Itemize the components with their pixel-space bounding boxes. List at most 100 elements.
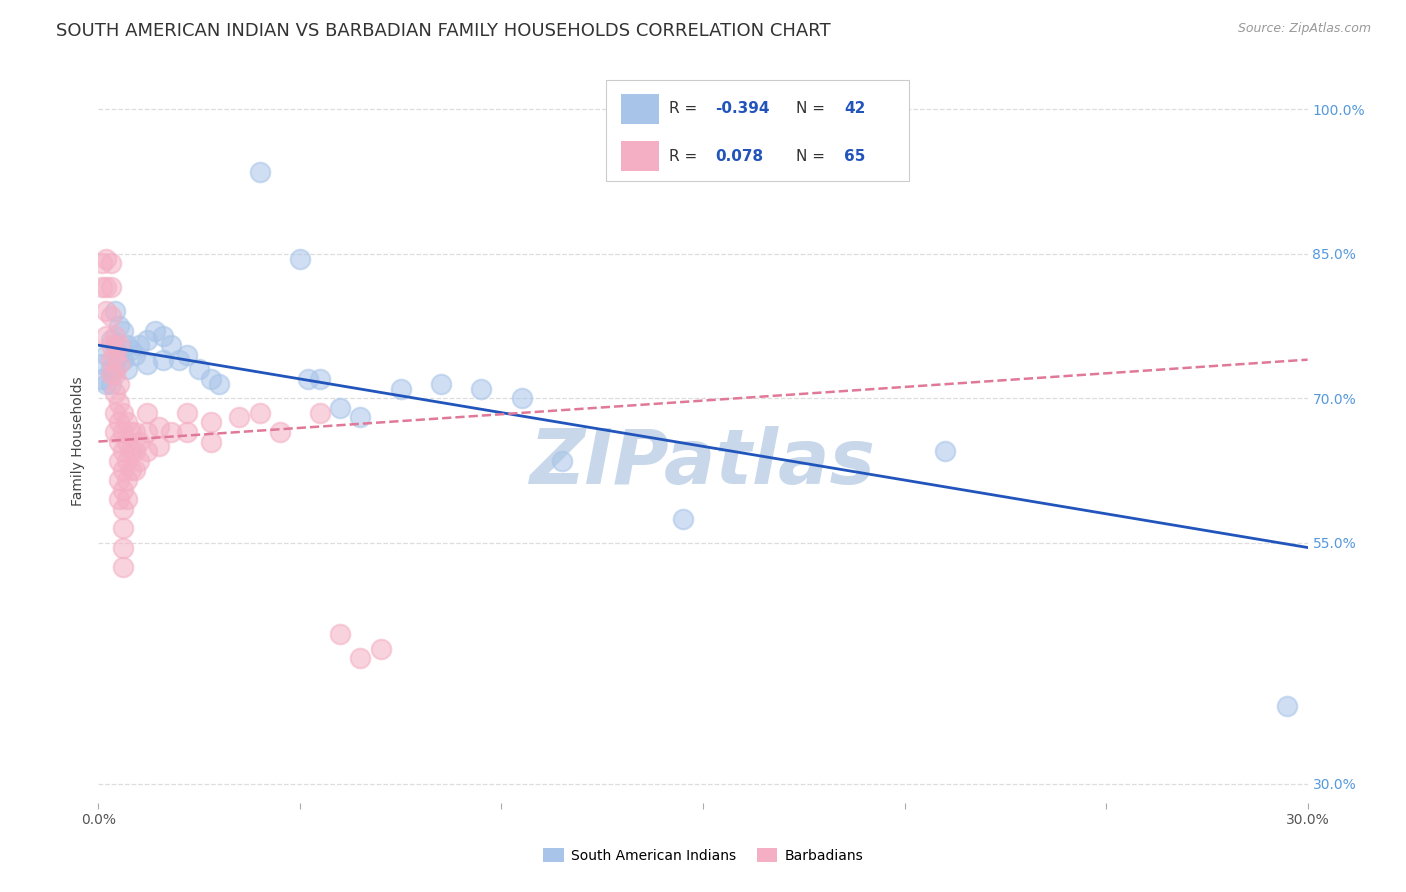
Point	[107, 473, 129, 487]
Point	[115, 362, 138, 376]
Point	[91, 358, 114, 372]
Point	[208, 376, 231, 391]
Point	[111, 541, 134, 555]
Point	[103, 348, 125, 362]
Point	[309, 406, 332, 420]
Point	[329, 627, 352, 641]
Point	[100, 376, 122, 391]
Point	[124, 463, 146, 477]
Point	[115, 434, 138, 449]
Point	[100, 367, 122, 381]
Point	[111, 483, 134, 497]
Point	[96, 304, 118, 318]
Point	[103, 425, 125, 439]
Point	[111, 444, 134, 458]
Point	[120, 425, 142, 439]
Point	[200, 415, 222, 429]
Point	[107, 376, 129, 391]
Point	[111, 352, 134, 367]
Point	[103, 362, 125, 376]
Text: 0.078: 0.078	[716, 148, 763, 163]
Point	[103, 304, 125, 318]
Point	[510, 391, 533, 405]
Point	[148, 439, 170, 453]
Point	[111, 521, 134, 535]
Point	[148, 420, 170, 434]
Point	[103, 386, 125, 401]
Point	[135, 444, 157, 458]
Point	[934, 444, 956, 458]
Point	[107, 415, 129, 429]
Point	[96, 376, 118, 391]
Point	[100, 334, 122, 348]
Point	[309, 372, 332, 386]
Point	[152, 352, 174, 367]
Legend: South American Indians, Barbadians: South American Indians, Barbadians	[537, 842, 869, 868]
Point	[103, 338, 125, 352]
Point	[152, 328, 174, 343]
Text: 42: 42	[845, 101, 866, 116]
Point	[551, 454, 574, 468]
Point	[135, 406, 157, 420]
Text: Source: ZipAtlas.com: Source: ZipAtlas.com	[1237, 22, 1371, 36]
Point	[115, 454, 138, 468]
Point	[115, 415, 138, 429]
Point	[120, 444, 142, 458]
Point	[107, 492, 129, 507]
Bar	[621, 141, 659, 171]
Point	[1277, 699, 1299, 714]
Point	[103, 328, 125, 343]
Point	[103, 367, 125, 381]
Point	[111, 502, 134, 516]
Point	[111, 406, 134, 420]
Point	[672, 511, 695, 525]
Point	[96, 252, 118, 266]
Point	[107, 434, 129, 449]
Point	[100, 352, 122, 367]
Point	[288, 252, 311, 266]
Point	[111, 324, 134, 338]
Point	[269, 425, 291, 439]
Text: SOUTH AMERICAN INDIAN VS BARBADIAN FAMILY HOUSEHOLDS CORRELATION CHART: SOUTH AMERICAN INDIAN VS BARBADIAN FAMIL…	[56, 22, 831, 40]
Point	[111, 463, 134, 477]
Point	[176, 348, 198, 362]
Text: N =: N =	[796, 148, 830, 163]
Point	[200, 372, 222, 386]
Text: N =: N =	[796, 101, 830, 116]
Point	[91, 372, 114, 386]
Point	[107, 318, 129, 333]
Point	[107, 338, 129, 352]
Point	[115, 338, 138, 352]
Point	[120, 463, 142, 477]
Point	[128, 454, 150, 468]
Point	[124, 444, 146, 458]
Point	[370, 641, 392, 656]
Point	[100, 310, 122, 324]
Point	[96, 348, 118, 362]
Point	[176, 425, 198, 439]
Point	[470, 382, 492, 396]
Point	[91, 280, 114, 294]
Point	[297, 372, 319, 386]
Point	[124, 348, 146, 362]
Point	[128, 338, 150, 352]
Point	[228, 410, 250, 425]
Point	[135, 334, 157, 348]
Point	[100, 256, 122, 270]
Point	[188, 362, 211, 376]
Point	[100, 280, 122, 294]
Point	[430, 376, 453, 391]
Point	[349, 410, 371, 425]
Point	[115, 473, 138, 487]
Point	[167, 352, 190, 367]
Point	[107, 396, 129, 410]
Point	[107, 454, 129, 468]
Point	[107, 348, 129, 362]
Text: 65: 65	[845, 148, 866, 163]
Point	[96, 328, 118, 343]
Point	[349, 651, 371, 665]
Point	[103, 406, 125, 420]
Point	[176, 406, 198, 420]
Point	[100, 362, 122, 376]
Point	[249, 165, 271, 179]
